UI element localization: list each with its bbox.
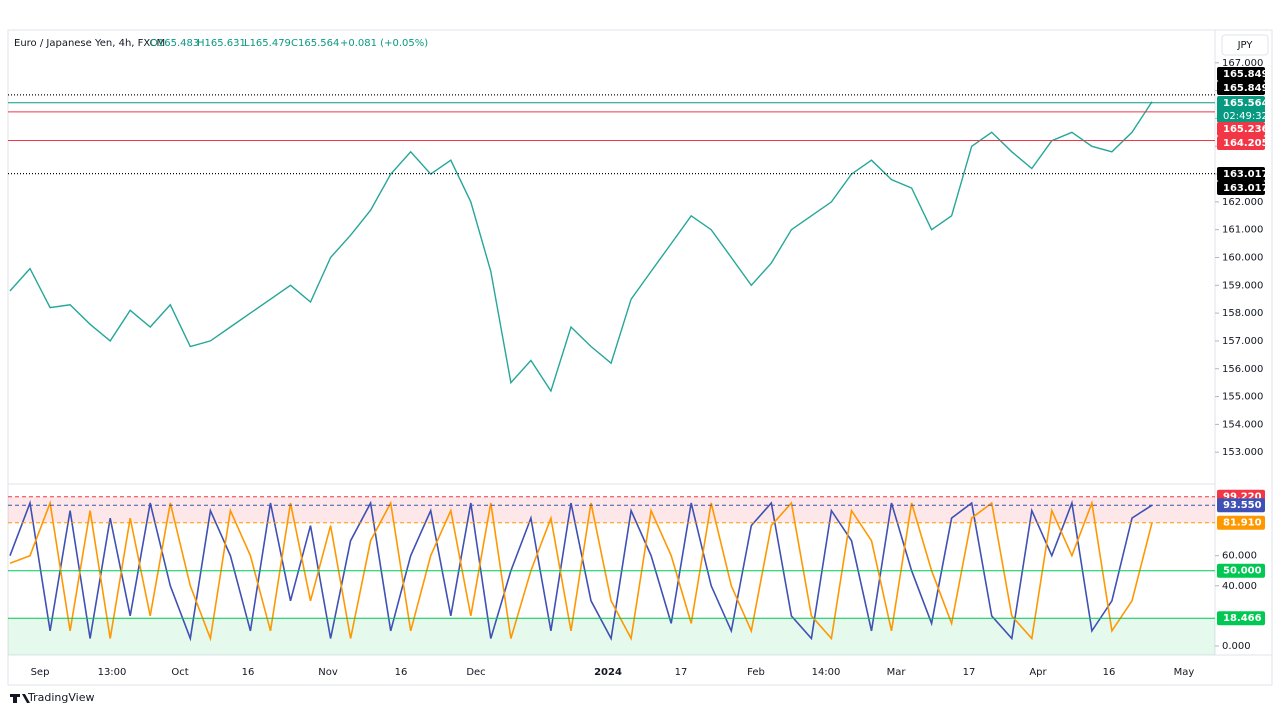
x-tick-label: Dec [466, 667, 485, 678]
price-tag-label: 50.000 [1223, 566, 1262, 577]
ohlc-value: C165.564 [291, 38, 339, 49]
overbought-zone [8, 496, 1215, 523]
x-tick-label: 16 [242, 667, 255, 678]
y-tick-label: 153.000 [1222, 447, 1263, 458]
price-tag-label: 165.236 [1223, 124, 1269, 135]
header: Euro / Japanese Yen, 4h, FXCM [14, 38, 165, 49]
countdown-tag [1217, 109, 1265, 122]
brand: TradingView [27, 691, 94, 704]
price-tag [1217, 611, 1265, 626]
brand-logo [10, 694, 30, 703]
y-tick-label: 40.000 [1222, 581, 1257, 592]
price-tag [1217, 498, 1265, 513]
x-tick-label: 17 [963, 667, 976, 678]
currency[interactable]: JPY [1237, 40, 1254, 51]
x-tick-label: 13:00 [98, 667, 127, 678]
y-tick-label: 162.000 [1222, 197, 1263, 208]
price-tag [1217, 167, 1265, 181]
x-tick-label: Oct [171, 667, 188, 678]
price-tag-label: 165.849 [1223, 69, 1269, 80]
ohlc-value: L165.479 [244, 38, 291, 49]
x-tick-label: May [1174, 667, 1195, 678]
price-tag [1217, 122, 1265, 136]
x-tick-label: Feb [747, 667, 765, 678]
x-tick-label: 14:00 [812, 667, 841, 678]
y-tick-label: 154.000 [1222, 419, 1263, 430]
x-tick-label: 16 [1103, 667, 1116, 678]
price-tag [1217, 81, 1265, 95]
price-tag [1217, 96, 1265, 110]
countdown: 02:49:32 [1223, 111, 1268, 122]
y-tick-label: 60.000 [1222, 551, 1257, 562]
symbol-title: Euro / Japanese Yen, 4h, FXCM [14, 38, 165, 49]
y-tick-label: 0.000 [1222, 641, 1251, 652]
frame [7, 29, 1273, 686]
x-tick-label: Nov [318, 667, 338, 678]
series-line [9, 101, 1153, 393]
price-tag-label: 18.466 [1223, 613, 1262, 624]
ohlc-value: H165.631 [197, 38, 246, 49]
series-line [9, 499, 1153, 642]
x-tick-label: 17 [675, 667, 688, 678]
price-tag-label: 164.205 [1223, 138, 1269, 149]
x-tick-label: Sep [31, 667, 50, 678]
x-tick-label: Mar [887, 667, 907, 678]
x-tick-label: Apr [1029, 667, 1047, 678]
price-tag [1217, 136, 1265, 150]
y-tick-label: 157.000 [1222, 336, 1263, 347]
price-tag-label: 165.564 [1223, 98, 1269, 109]
y-tick-label: 159.000 [1222, 280, 1263, 291]
price-tag-label: 93.550 [1223, 500, 1262, 511]
y-tick-label: 160.000 [1222, 253, 1263, 264]
y-tick-label: 156.000 [1222, 364, 1263, 375]
y-tick-label: 161.000 [1222, 225, 1263, 236]
price-tag-label: 81.910 [1223, 518, 1262, 529]
y-tick-label: 158.000 [1222, 308, 1263, 319]
price-tag [1217, 563, 1265, 578]
ohlc-value: O165.483 [150, 38, 199, 49]
price-tag-label: 99.220 [1223, 492, 1262, 503]
price-tag-label: 165.849 [1223, 83, 1269, 94]
currency-button[interactable] [1221, 34, 1269, 56]
price-tag [1217, 181, 1265, 195]
price-tag [1217, 515, 1265, 530]
price-tag-label: 163.017 [1223, 183, 1269, 194]
price-tag-label: 163.017 [1223, 169, 1269, 180]
price-change: +0.081 (+0.05%) [340, 38, 428, 49]
x-tick-label: 2024 [594, 667, 622, 678]
price-tag [1217, 67, 1265, 81]
x-tick-label: 16 [395, 667, 408, 678]
y-tick-label: 155.000 [1222, 392, 1263, 403]
y-tick-label: 167.000 [1222, 58, 1263, 69]
